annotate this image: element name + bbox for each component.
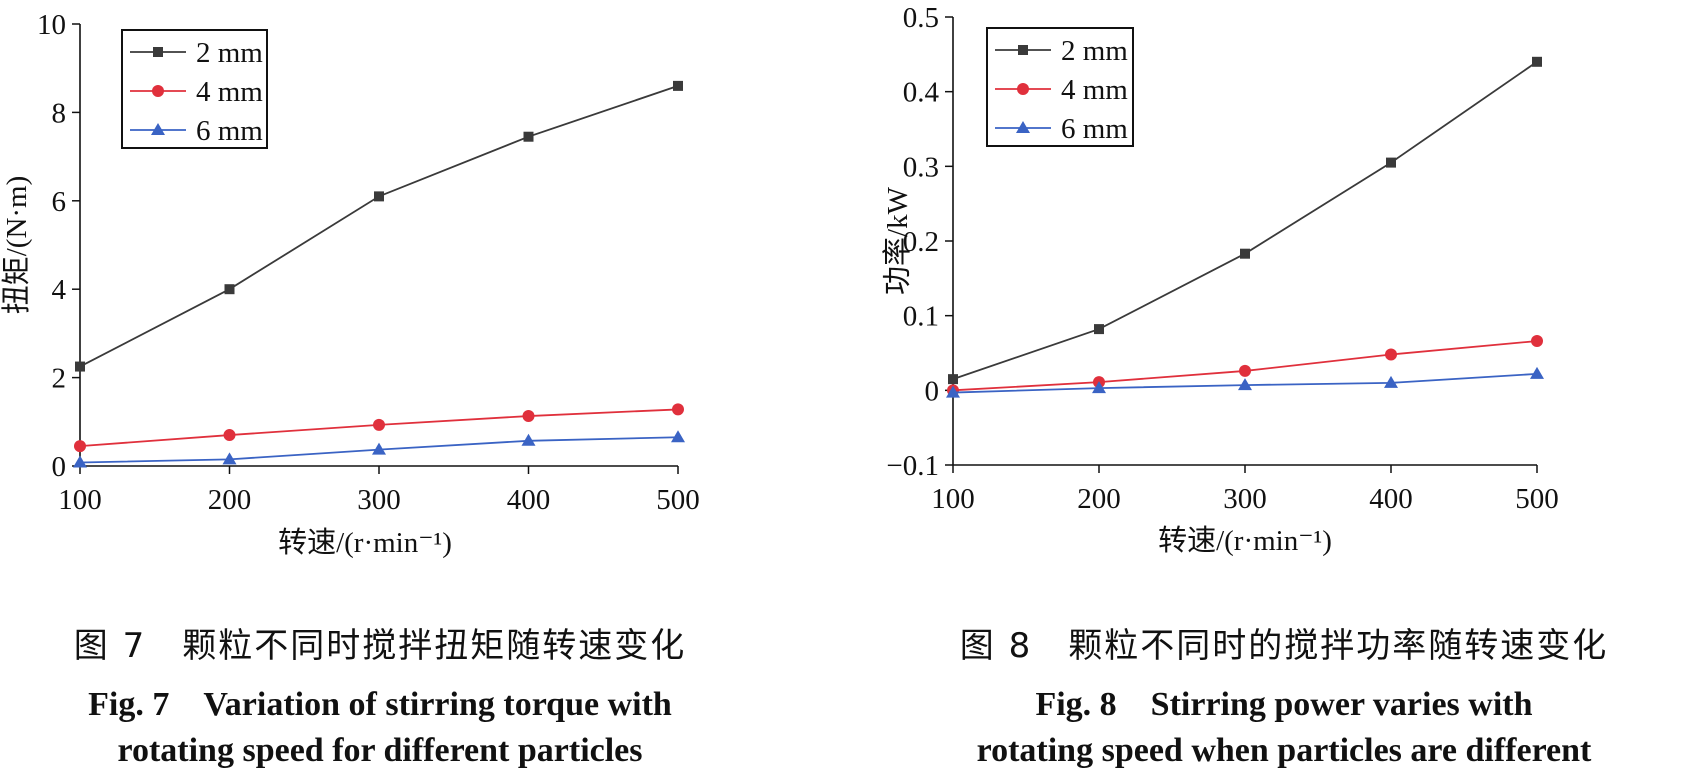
- y-tick-label: 0.3: [903, 151, 939, 183]
- x-tick-label: 100: [58, 484, 102, 516]
- data-point: [372, 442, 386, 455]
- data-point: [73, 455, 87, 468]
- y-tick-label: 4: [52, 274, 67, 306]
- data-point: [1385, 348, 1397, 361]
- data-point: [222, 452, 237, 465]
- data-point: [672, 403, 684, 416]
- y-tick-label: 0.4: [903, 77, 940, 109]
- y-tick-label: 0: [925, 375, 940, 407]
- legend-marker: [153, 47, 163, 57]
- data-point: [948, 374, 958, 385]
- figure-8-caption-en-line2: rotating speed when particles are differ…: [976, 732, 1592, 769]
- data-point: [223, 429, 236, 442]
- data-point: [673, 80, 683, 91]
- y-tick-label: 6: [52, 186, 67, 218]
- data-point: [1384, 375, 1398, 388]
- data-point: [1092, 381, 1106, 394]
- x-tick-label: 300: [1223, 483, 1267, 515]
- figure-7-caption-en-line1: Fig. 7 Variation of stirring torque with: [88, 686, 672, 723]
- figure-8: −0.1 0 0.1 0.2 0.3 0.4 0.5 100 200 300 400 500 转速/(r…: [880, 0, 1688, 777]
- torque-chart: 0 2 4 6 8 10 100 200 300 400 500 转速/(r·min⁻¹) 扭矩/(N·…: [0, 9, 700, 559]
- y-tick-label: 8: [52, 97, 67, 129]
- data-point: [1238, 378, 1252, 391]
- x-axis-title: 转速/(r·min⁻¹): [278, 526, 452, 559]
- legend-label: 4 mm: [1061, 74, 1128, 106]
- x-tick-label: 500: [656, 484, 700, 516]
- y-tick-label: −0.1: [886, 450, 939, 482]
- data-point: [522, 410, 535, 423]
- legend-label: 6 mm: [1061, 113, 1128, 145]
- y-tick-label: 2: [52, 363, 67, 395]
- legend-label: 2 mm: [196, 37, 263, 69]
- data-point: [521, 433, 536, 446]
- x-tick-label: 200: [1077, 483, 1121, 515]
- x-tick-label: 500: [1515, 483, 1559, 515]
- data-point: [1239, 364, 1251, 377]
- x-tick-label: 300: [357, 484, 401, 516]
- figure-8-caption-cn: 图 8 颗粒不同时的搅拌功率随转速变化: [959, 626, 1609, 666]
- y-tick-label: 10: [37, 9, 66, 41]
- data-point: [1532, 56, 1542, 67]
- figure-7: 0 2 4 6 8 10 100 200 300 400 500 转速/(r·min⁻¹) 扭矩/(N·…: [0, 0, 760, 777]
- legend-marker: [152, 85, 164, 97]
- data-point: [75, 361, 85, 372]
- legend-marker: [1018, 45, 1028, 55]
- legend-label: 6 mm: [196, 115, 263, 147]
- series-2-mm: [948, 56, 1542, 385]
- data-point: [373, 418, 385, 431]
- y-tick-label: 0.2: [903, 226, 939, 258]
- x-tick-label: 200: [208, 484, 252, 516]
- x-tick-label: 400: [507, 484, 551, 516]
- x-tick-label: 400: [1369, 483, 1413, 515]
- legend: 2 mm 4 mm 6 mm: [121, 29, 268, 149]
- y-axis-title: 功率/kW: [881, 186, 914, 295]
- legend-marker: [1016, 121, 1030, 133]
- series-4-mm: [74, 403, 684, 453]
- data-point: [1386, 157, 1396, 168]
- y-axis-title: 扭矩/(N·m): [0, 176, 33, 315]
- legend-marker: [151, 123, 165, 135]
- series-6-mm: [73, 430, 685, 468]
- legend-box: [986, 27, 1134, 147]
- y-tick-label: 0.1: [903, 301, 939, 333]
- data-point: [1530, 366, 1544, 379]
- legend-label: 2 mm: [1061, 35, 1128, 67]
- figure-7-caption-cn: 图 7 颗粒不同时搅拌扭矩随转速变化: [73, 626, 687, 666]
- data-point: [523, 131, 534, 142]
- x-axis-title: 转速/(r·min⁻¹): [1158, 524, 1332, 557]
- power-chart: −0.1 0 0.1 0.2 0.3 0.4 0.5 100 200 300 400 500 转速/(r…: [881, 2, 1559, 557]
- data-point: [74, 440, 86, 453]
- figure-8-caption-en-line1: Fig. 8 Stirring power varies with: [1035, 686, 1533, 723]
- data-point: [1531, 335, 1543, 348]
- legend-label: 4 mm: [196, 76, 263, 108]
- figure-7-caption-en-line2: rotating speed for different particles: [117, 732, 643, 769]
- data-point: [671, 430, 685, 443]
- series-2-mm: [75, 80, 683, 372]
- series-6-mm: [946, 366, 1544, 398]
- y-tick-label: 0: [52, 451, 67, 483]
- data-point: [1240, 248, 1250, 259]
- x-tick-label: 100: [931, 483, 975, 515]
- data-point: [224, 284, 235, 295]
- y-tick-label: 0.5: [903, 2, 939, 34]
- data-point: [1094, 324, 1104, 335]
- data-point: [374, 191, 384, 202]
- legend-box: [121, 29, 268, 149]
- legend: 2 mm 4 mm 6 mm: [986, 27, 1134, 147]
- data-point: [946, 385, 960, 398]
- legend-marker: [1017, 83, 1029, 95]
